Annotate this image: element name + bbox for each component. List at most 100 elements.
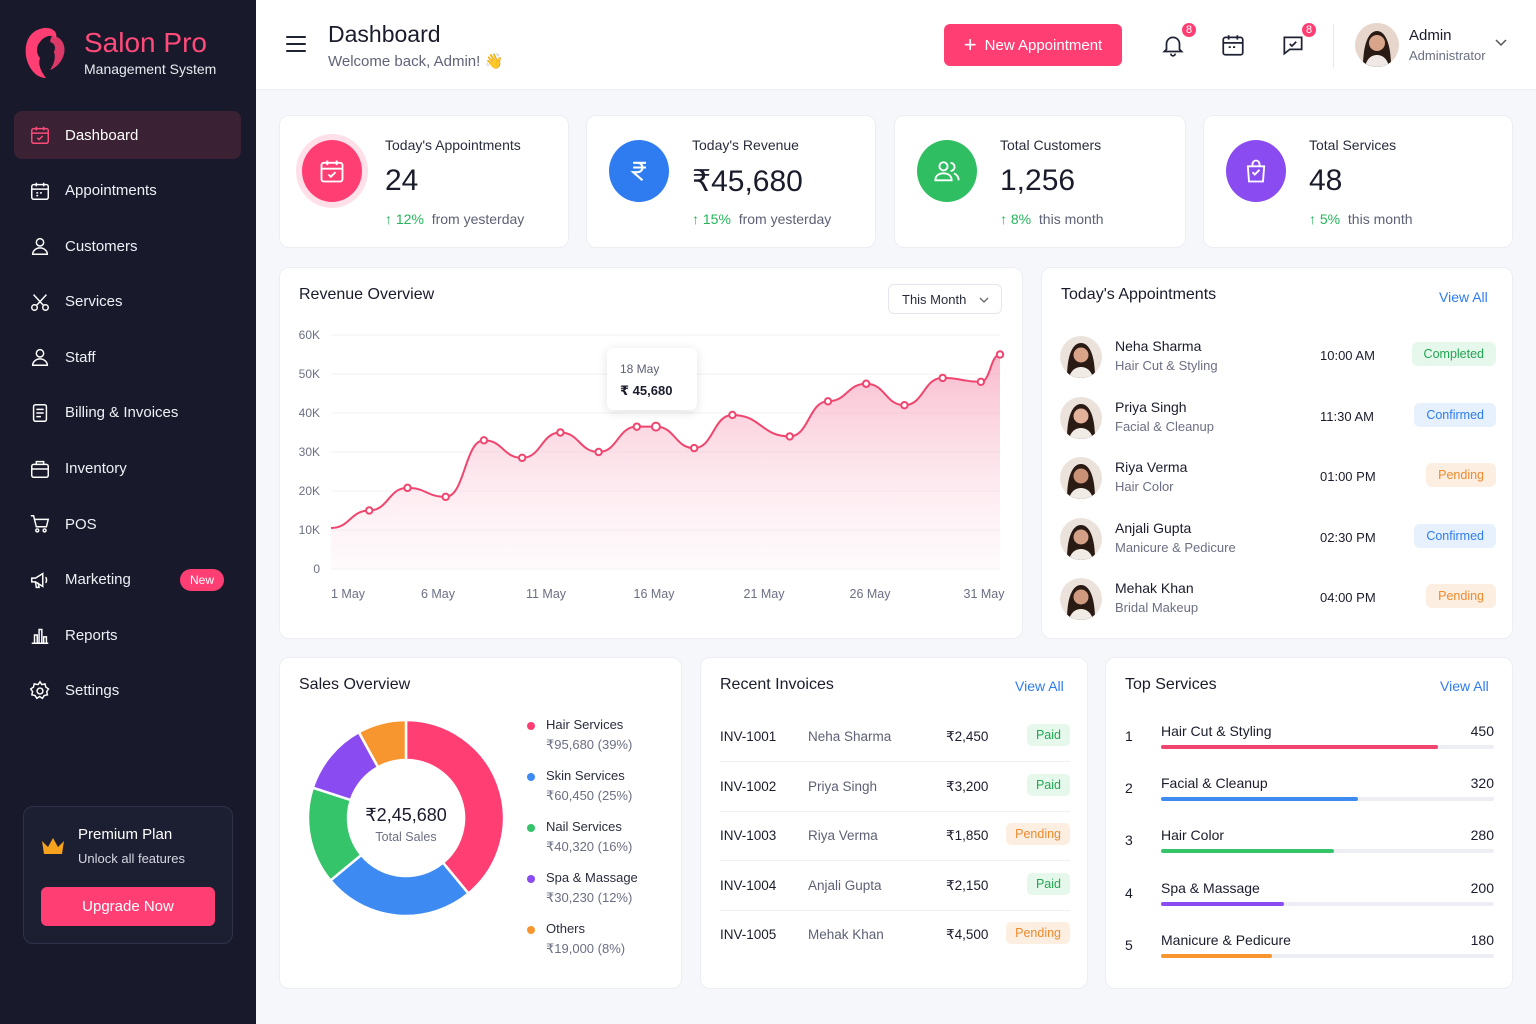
service-count: 180 xyxy=(1470,931,1494,948)
sidebar-item-label: Settings xyxy=(65,682,120,700)
top-services-title: Top Services xyxy=(1125,676,1217,693)
status-badge: Pending xyxy=(1426,463,1496,488)
appointment-row[interactable]: Priya Singh Facial & Cleanup 11:30 AM Confi… xyxy=(1060,396,1496,441)
data-point[interactable] xyxy=(728,410,737,420)
appointment-row[interactable]: Riya Verma Hair Color 01:00 PM Pending xyxy=(1060,457,1496,501)
data-point[interactable] xyxy=(862,379,871,388)
status-badge: Paid xyxy=(1026,724,1070,746)
invoice-row[interactable]: INV-1003 Riya Verma ₹1,850 Pending xyxy=(720,813,1070,862)
avatar[interactable] xyxy=(1355,23,1399,67)
legend-value: ₹30,230 (12%) xyxy=(546,889,633,905)
stat-value: ₹45,680 xyxy=(692,165,803,198)
legend-value: ₹95,680 (39%) xyxy=(546,737,633,752)
data-point[interactable] xyxy=(517,453,527,463)
appointment-row[interactable]: Neha Sharma Hair Cut & Styling 10:00 AM Com… xyxy=(1060,336,1496,380)
bell-icon xyxy=(1162,36,1184,57)
view-all-link[interactable]: View All xyxy=(1439,289,1488,305)
customer-name: Anjali Gupta xyxy=(1115,519,1192,536)
donut-slice[interactable] xyxy=(404,718,506,896)
data-point[interactable] xyxy=(556,428,565,437)
sidebar-item-label: Marketing xyxy=(65,571,131,589)
service-name: Spa & Massage xyxy=(1161,879,1260,896)
megaphone-icon xyxy=(31,572,48,588)
sales-donut-chart[interactable] xyxy=(296,708,516,928)
data-point[interactable] xyxy=(689,443,699,453)
menu-icon[interactable] xyxy=(286,36,306,52)
data-point[interactable] xyxy=(479,436,489,445)
data-point[interactable] xyxy=(403,483,412,493)
y-tick-label: 10K xyxy=(299,523,320,537)
revenue-chart[interactable]: 0 10K 20K 30K 40K 50K 60K 1 May 6 May 11 May 16 M… xyxy=(280,268,1024,640)
tooltip-date: 18 May xyxy=(620,362,660,376)
sidebar-item-services[interactable]: Services xyxy=(14,278,241,326)
service-row[interactable]: 1 Hair Cut & Styling 450 xyxy=(1125,720,1494,760)
service-row[interactable]: 3 Hair Color 280 xyxy=(1125,824,1494,864)
view-all-link[interactable]: View All xyxy=(1015,678,1064,694)
donut-slice[interactable] xyxy=(357,718,408,769)
period-select[interactable]: This Month xyxy=(888,284,1002,314)
data-point[interactable] xyxy=(900,401,909,410)
invoice-id: INV-1001 xyxy=(720,729,777,744)
sidebar-item-dashboard[interactable]: Dashboard xyxy=(14,111,241,159)
data-point[interactable] xyxy=(995,350,1005,359)
sidebar-item-staff[interactable]: Staff xyxy=(14,333,241,381)
service-name: Hair Color xyxy=(1161,827,1225,844)
data-point[interactable] xyxy=(632,422,642,431)
data-point[interactable] xyxy=(823,397,833,406)
upgrade-button[interactable]: Upgrade Now xyxy=(41,887,215,926)
invoice-row[interactable]: INV-1002 Priya Singh ₹3,200 Paid xyxy=(720,764,1070,812)
sidebar-item-marketing[interactable]: Marketing New xyxy=(14,556,241,604)
sidebar-item-appointments[interactable]: Appointments xyxy=(14,167,241,215)
data-point[interactable] xyxy=(976,377,986,387)
stat-card-revenue[interactable]: Today's Revenue ₹45,680 ↑ 15% from yeste… xyxy=(586,115,876,248)
sidebar-item-billing[interactable]: Billing & Invoices xyxy=(14,389,241,437)
data-point[interactable] xyxy=(650,421,661,432)
stat-card-customers[interactable]: Total Customers 1,256 ↑ 8% this month xyxy=(894,115,1186,248)
progress-track xyxy=(1161,745,1494,749)
appointment-row[interactable]: Mehak Khan Bridal Makeup 04:00 PM Pending xyxy=(1060,578,1496,622)
invoice-row[interactable]: INV-1001 Neha Sharma ₹2,450 Paid xyxy=(720,714,1070,762)
box-icon xyxy=(31,460,49,478)
cart-icon xyxy=(30,515,50,533)
invoice-id: INV-1005 xyxy=(720,927,777,943)
sidebar-item-pos[interactable]: POS xyxy=(14,500,241,548)
new-appointment-button[interactable]: + New Appointment xyxy=(944,24,1122,66)
chevron-down-icon[interactable] xyxy=(1494,38,1508,48)
data-point[interactable] xyxy=(441,492,450,502)
data-point[interactable] xyxy=(938,373,947,383)
data-point[interactable] xyxy=(365,506,374,515)
calendar-check-icon xyxy=(302,140,362,202)
avatar xyxy=(1060,336,1102,378)
sidebar-item-reports[interactable]: Reports xyxy=(14,611,241,659)
progress-fill xyxy=(1161,797,1359,802)
invoice-row[interactable]: INV-1005 Mehak Khan ₹4,500 Pending xyxy=(720,912,1070,960)
sidebar-item-settings[interactable]: Settings xyxy=(14,667,241,715)
service-row[interactable]: 4 Spa & Massage 200 xyxy=(1125,877,1494,917)
sidebar-item-inventory[interactable]: Inventory xyxy=(14,445,241,493)
service-row[interactable]: 5 Manicure & Pedicure 180 xyxy=(1125,929,1494,969)
data-point[interactable] xyxy=(785,432,794,441)
view-all-link[interactable]: View All xyxy=(1440,678,1489,694)
data-point[interactable] xyxy=(594,447,603,457)
service-row[interactable]: 2 Facial & Cleanup 320 xyxy=(1125,772,1494,812)
progress-fill xyxy=(1161,849,1334,854)
stat-card-appointments[interactable]: Today's Appointments 24 ↑ 12% from yeste… xyxy=(279,115,569,248)
calendar-button[interactable] xyxy=(1220,32,1246,58)
invoice-row[interactable]: INV-1004 Anjali Gupta ₹2,150 Paid xyxy=(720,863,1070,911)
notification-count: 8 xyxy=(1180,21,1198,39)
messages-button[interactable]: 8 xyxy=(1280,21,1318,58)
sidebar-item-customers[interactable]: Customers xyxy=(14,222,241,270)
notifications-button[interactable]: 8 xyxy=(1160,21,1198,58)
invoice-customer: Priya Singh xyxy=(808,778,878,794)
stat-label: Today's Revenue xyxy=(692,137,799,153)
brand[interactable]: Salon Pro Management System xyxy=(22,24,216,80)
stat-card-services[interactable]: Total Services 48 ↑ 5% this month xyxy=(1203,115,1513,248)
appointment-row[interactable]: Anjali Gupta Manicure & Pedicure 02:30 PM C… xyxy=(1060,517,1496,562)
stat-label: Today's Appointments xyxy=(385,137,521,153)
x-tick-label: 16 May xyxy=(634,587,676,601)
revenue-overview-card: Revenue Overview This Month 0 10K 20K 30K 40… xyxy=(279,267,1023,639)
period-value: This Month xyxy=(902,291,967,307)
service-name: Bridal Makeup xyxy=(1115,600,1199,616)
invoice-customer: Anjali Gupta xyxy=(808,877,882,893)
sidebar-item-label: Customers xyxy=(65,237,138,255)
